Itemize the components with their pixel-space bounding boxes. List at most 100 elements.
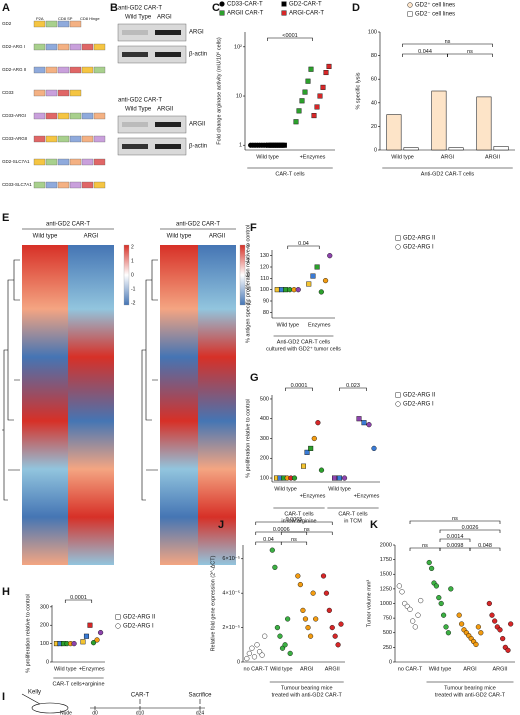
point xyxy=(456,612,462,618)
point xyxy=(497,627,503,633)
x-tick-label: Wild type xyxy=(270,666,293,672)
construct-segment xyxy=(45,181,58,189)
y-tick-label: 100 xyxy=(260,287,269,293)
point xyxy=(254,642,260,648)
colorbar-label: 0 xyxy=(247,272,250,278)
point xyxy=(335,642,341,648)
x-tick-label: no CAR-T xyxy=(244,666,269,672)
point xyxy=(320,573,327,579)
panel-label: A xyxy=(2,2,10,14)
construct-segment xyxy=(69,181,82,189)
y-tick-label: 300 xyxy=(260,436,269,442)
p-value: ns xyxy=(445,39,451,45)
treatment: CAR-T xyxy=(131,693,150,699)
p-value: ns xyxy=(452,516,458,522)
point xyxy=(80,639,86,645)
x-tick-label: Wild type xyxy=(429,666,452,672)
point xyxy=(492,618,498,624)
legend-marker xyxy=(219,1,225,7)
point xyxy=(87,622,93,628)
legend-label: ARGII CAR-T xyxy=(227,11,264,17)
legend-label: GD2⁻ cell lines xyxy=(415,12,455,18)
point xyxy=(308,445,314,451)
bracket xyxy=(285,387,313,391)
construct-segment xyxy=(57,112,70,120)
point xyxy=(356,416,362,422)
heatmap-title: anti-GD2 CAR-T xyxy=(46,222,90,228)
construct-segment xyxy=(93,112,106,120)
point xyxy=(314,104,320,110)
construct-segment xyxy=(33,43,46,51)
point xyxy=(304,449,310,455)
legend-marker xyxy=(395,235,401,241)
legend-label: GD2-ARG II xyxy=(403,236,436,242)
blot xyxy=(117,115,187,134)
band-label: β-actin xyxy=(189,144,207,150)
y-tick-label: 0 xyxy=(237,659,240,665)
point xyxy=(317,93,323,99)
band xyxy=(122,122,148,127)
point xyxy=(279,645,286,651)
x-tick-label: +Enzymes xyxy=(354,493,380,499)
x-tick-label: Wild type xyxy=(391,154,414,160)
point xyxy=(277,633,283,639)
point xyxy=(293,119,299,125)
construct-label: GD2 xyxy=(2,21,12,26)
point xyxy=(473,641,479,648)
bracket xyxy=(280,531,333,535)
construct-segment xyxy=(57,135,70,143)
band-label: ARGI xyxy=(189,30,204,36)
x-tick-label: Wild type xyxy=(256,154,279,160)
bar xyxy=(431,90,447,151)
construct-segment xyxy=(81,43,94,51)
point xyxy=(244,655,250,662)
point xyxy=(443,624,449,630)
mouse xyxy=(31,702,69,714)
p-value: ns xyxy=(467,49,473,55)
point xyxy=(486,600,492,607)
group-label: Tumour bearing mice xyxy=(281,685,333,691)
y-axis-label: Tumor volume mm³ xyxy=(366,580,372,628)
construct-segment xyxy=(57,158,70,166)
point xyxy=(418,597,424,604)
construct-segment xyxy=(33,66,46,74)
point xyxy=(310,590,316,596)
panel-label: I xyxy=(2,691,5,703)
construct-label: GD2-ARG II xyxy=(2,67,26,72)
point xyxy=(94,637,100,643)
lane-label: ARGII xyxy=(157,107,174,113)
p-value: 0.048 xyxy=(478,543,492,549)
day-label: d10 xyxy=(136,710,145,715)
x-tick-label: Wild type xyxy=(328,486,351,492)
point xyxy=(326,63,332,69)
legend-label: GD2⁺ cell lines xyxy=(415,2,455,9)
panel-label: H xyxy=(2,586,10,598)
legend-label: GD2-ARG I xyxy=(123,624,154,630)
construct-segment xyxy=(93,66,106,74)
band xyxy=(155,144,181,149)
group-label: CAR-T cells+arginine xyxy=(52,681,104,687)
y-tick-label: 0 xyxy=(389,659,392,665)
p-value: 0.0014 xyxy=(447,534,464,540)
y-tick-label: 1000 xyxy=(380,601,392,607)
point xyxy=(274,287,280,293)
heatmap xyxy=(160,245,198,565)
y-tick-label: 60 xyxy=(371,77,377,83)
point xyxy=(97,629,104,636)
colorbar-label: -1 xyxy=(131,286,136,292)
y-tick-label: 10 xyxy=(236,93,242,99)
blot xyxy=(117,45,187,64)
panel-label: D xyxy=(352,2,360,14)
point xyxy=(323,590,330,596)
y-tick-label: 4×10⁻⁵ xyxy=(222,590,240,597)
point xyxy=(274,624,281,631)
legend-label: ARGI-CAR-T xyxy=(289,11,324,17)
day-label: d24 xyxy=(196,710,205,715)
point xyxy=(278,287,284,293)
p-value: 0.0026 xyxy=(462,525,479,531)
p-value: 0.0001 xyxy=(291,383,308,389)
point xyxy=(332,633,338,639)
y-tick-label: 0 xyxy=(374,147,377,153)
point xyxy=(341,475,348,481)
